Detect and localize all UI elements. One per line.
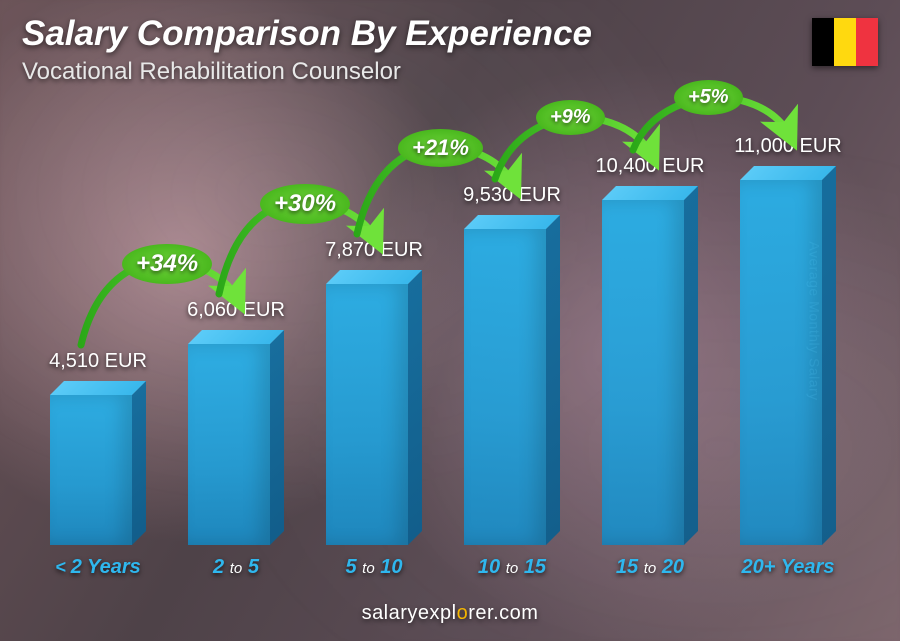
infographic-canvas: Salary Comparison By Experience Vocation… <box>0 0 900 641</box>
belgium-flag-icon <box>812 18 878 66</box>
chart-plot-area: < 2 Years4,510 EUR2 to 56,060 EUR5 to 10… <box>30 100 856 579</box>
brand-text-post: rer.com <box>468 602 538 624</box>
brand-text-o: o <box>457 602 469 624</box>
growth-arrow-icon <box>30 100 856 579</box>
flag-stripe-black <box>812 18 834 66</box>
page-title: Salary Comparison By Experience <box>22 14 592 54</box>
page-subtitle: Vocational Rehabilitation Counselor <box>22 58 401 86</box>
footer-brand: salaryexplorer.com <box>0 602 900 625</box>
percent-change-badge: +5% <box>674 80 743 115</box>
flag-stripe-yellow <box>834 18 856 66</box>
brand-text-pre: salaryexpl <box>362 602 457 624</box>
flag-stripe-red <box>856 18 878 66</box>
